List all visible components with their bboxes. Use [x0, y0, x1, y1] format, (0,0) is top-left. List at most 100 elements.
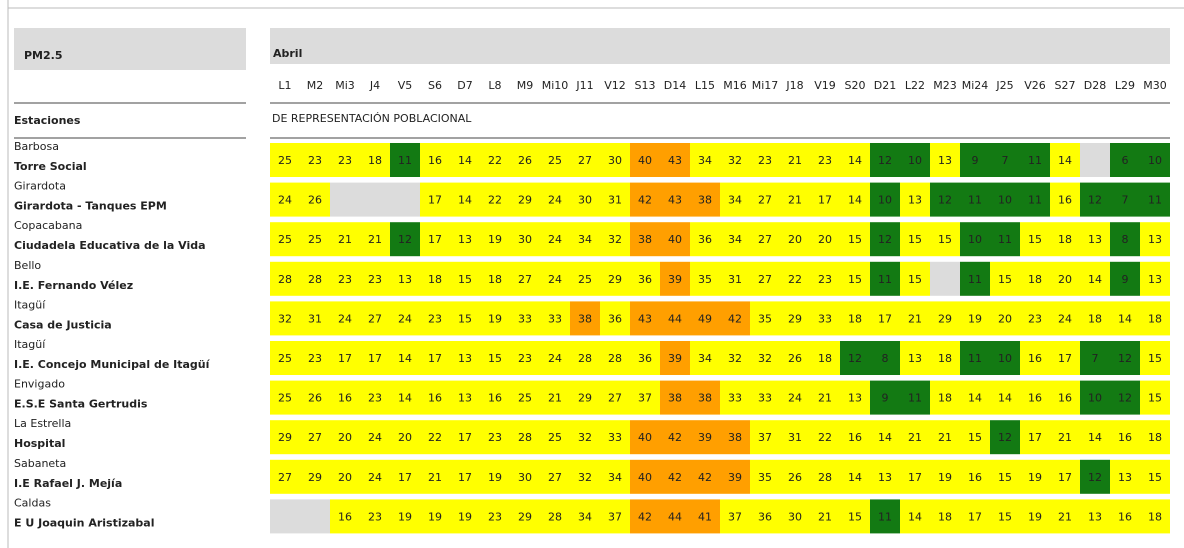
cell	[360, 301, 390, 336]
cell	[720, 301, 750, 336]
cell	[630, 222, 660, 257]
cell-value: 14	[398, 352, 412, 365]
cell-value: 24	[548, 352, 562, 365]
cell	[720, 182, 750, 217]
cell-value: 12	[848, 352, 862, 365]
cell	[600, 261, 630, 296]
day-label: V12	[604, 79, 626, 92]
cell	[780, 499, 810, 534]
cell	[1140, 420, 1170, 455]
cell	[600, 459, 630, 494]
station: Hospital	[14, 437, 65, 450]
cell	[660, 499, 690, 534]
city: Itagüí	[14, 298, 46, 311]
cell	[540, 420, 570, 455]
cell-value: 42	[668, 471, 682, 484]
cell	[930, 459, 960, 494]
cell-value: 23	[368, 392, 382, 405]
cell	[780, 380, 810, 415]
day-label: D14	[664, 79, 686, 92]
cell-value: 15	[458, 312, 472, 325]
cell-value: 33	[548, 312, 562, 325]
cell	[330, 261, 360, 296]
cell	[270, 182, 300, 217]
cell	[780, 459, 810, 494]
stations-label: Estaciones	[14, 114, 81, 127]
cell	[420, 222, 450, 257]
day-label: M2	[307, 79, 324, 92]
cell	[660, 222, 690, 257]
cell	[900, 301, 930, 336]
cell	[1050, 499, 1080, 534]
cell	[810, 261, 840, 296]
cell	[1080, 261, 1110, 296]
cell-value: 25	[578, 273, 592, 286]
cell-value: 16	[338, 392, 352, 405]
station: Casa de Justicia	[14, 318, 112, 331]
cell-value: 32	[608, 233, 622, 246]
cell	[660, 182, 690, 217]
cell-value: 32	[578, 471, 592, 484]
cell-value: 12	[1088, 471, 1102, 484]
cell	[510, 380, 540, 415]
cell-value: 33	[728, 392, 742, 405]
cell-value: 20	[788, 233, 802, 246]
cell-value: 37	[608, 510, 622, 523]
cell	[420, 380, 450, 415]
cell	[870, 222, 900, 257]
cell	[810, 499, 840, 534]
cell	[960, 341, 990, 375]
cell-value: 42	[638, 194, 652, 207]
cell-value: 41	[698, 510, 712, 523]
cell-value: 17	[458, 431, 472, 444]
cell	[1140, 143, 1170, 177]
cell	[990, 459, 1020, 494]
cell	[690, 143, 720, 177]
cell-value: 40	[638, 471, 652, 484]
cell-value: 13	[1148, 273, 1162, 286]
cell	[570, 261, 600, 296]
cell-value: 33	[758, 392, 772, 405]
day-label: M23	[933, 79, 957, 92]
cell	[570, 341, 600, 375]
cell	[510, 420, 540, 455]
cell	[900, 261, 930, 296]
cell	[540, 341, 570, 375]
cell-value: 23	[1028, 312, 1042, 325]
cell-value: 38	[638, 233, 652, 246]
cell-value: 31	[728, 273, 742, 286]
cell-value: 16	[1118, 431, 1132, 444]
cell	[390, 341, 420, 375]
cell-value: 17	[398, 471, 412, 484]
cell-value: 29	[788, 312, 802, 325]
cell-value: 17	[368, 352, 382, 365]
station: I.E. Concejo Municipal de Itagüí	[14, 358, 211, 371]
cell-value: 27	[578, 154, 592, 167]
cell-value: 7	[1002, 154, 1009, 167]
cell	[1050, 222, 1080, 257]
cell-value: 19	[968, 312, 982, 325]
cell	[600, 499, 630, 534]
cell	[660, 341, 690, 375]
cell	[750, 143, 780, 177]
cell	[330, 182, 360, 217]
cell	[390, 143, 420, 177]
cell-value: 11	[1028, 154, 1042, 167]
cell	[750, 301, 780, 336]
cell	[270, 380, 300, 415]
cell-value: 28	[608, 352, 622, 365]
cell-value: 14	[458, 154, 472, 167]
cell	[660, 459, 690, 494]
cell	[1110, 380, 1140, 415]
cell-value: 21	[428, 471, 442, 484]
cell	[600, 341, 630, 375]
cell	[1080, 182, 1110, 217]
cell-value: 25	[308, 233, 322, 246]
cell-value: 27	[368, 312, 382, 325]
cell	[510, 182, 540, 217]
cell-value: 18	[368, 154, 382, 167]
cell-value: 30	[788, 510, 802, 523]
cell-value: 38	[578, 312, 592, 325]
cell-value: 12	[878, 233, 892, 246]
cell-value: 17	[968, 510, 982, 523]
